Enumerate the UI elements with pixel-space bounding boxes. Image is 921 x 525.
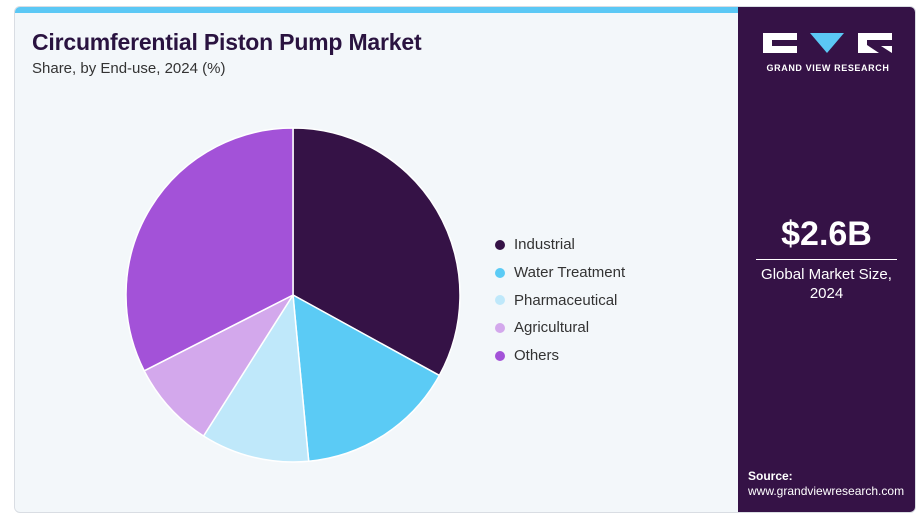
pie-chart [125,127,461,463]
accent-strip [15,7,738,13]
pie-slice-others [125,127,294,372]
legend-item-industrial: Industrial [495,231,625,259]
pie-slice-water-treatment [292,294,441,463]
legend-label: Agricultural [514,319,590,337]
pie-slice-industrial [292,127,461,377]
legend-label: Pharmaceutical [514,291,618,309]
chart-subtitle: Share, by End-use, 2024 (%) [32,60,226,77]
source-label: Source: [748,469,793,483]
legend-label: Others [514,347,560,365]
pie-slice-agricultural [143,294,294,437]
legend-item-others: Others [495,342,625,370]
legend-swatch [495,350,505,361]
brand-logo-mark [763,33,892,53]
stat-divider [756,259,897,260]
chart-title: Circumferential Piston Pump Market [32,29,422,55]
sidebar-panel: GRAND VIEW RESEARCH $2.6B Global Market … [738,7,915,512]
legend-swatch [495,295,505,306]
chart-card: Circumferential Piston Pump Market Share… [14,6,916,513]
legend-label: Water Treatment [514,264,626,282]
legend-item-water-treatment: Water Treatment [495,259,625,287]
brand-logo-text: GRAND VIEW RESEARCH [766,63,890,73]
market-size-value: $2.6B [781,215,872,253]
legend-item-agricultural: Agricultural [495,314,625,342]
brand-logo: GRAND VIEW RESEARCH [763,31,893,73]
legend-swatch [495,322,505,333]
legend-swatch [495,267,505,278]
legend-swatch [495,239,505,250]
market-size-label: Global Market Size, 2024 [761,266,892,302]
chart-legend: Industrial Water Treatment Pharmaceutical A… [495,231,625,369]
pie-slice-pharmaceutical [202,294,310,463]
legend-item-pharmaceutical: Pharmaceutical [495,286,625,314]
source-url: www.grandviewresearch.com [748,484,905,498]
legend-label: Industrial [514,236,575,254]
